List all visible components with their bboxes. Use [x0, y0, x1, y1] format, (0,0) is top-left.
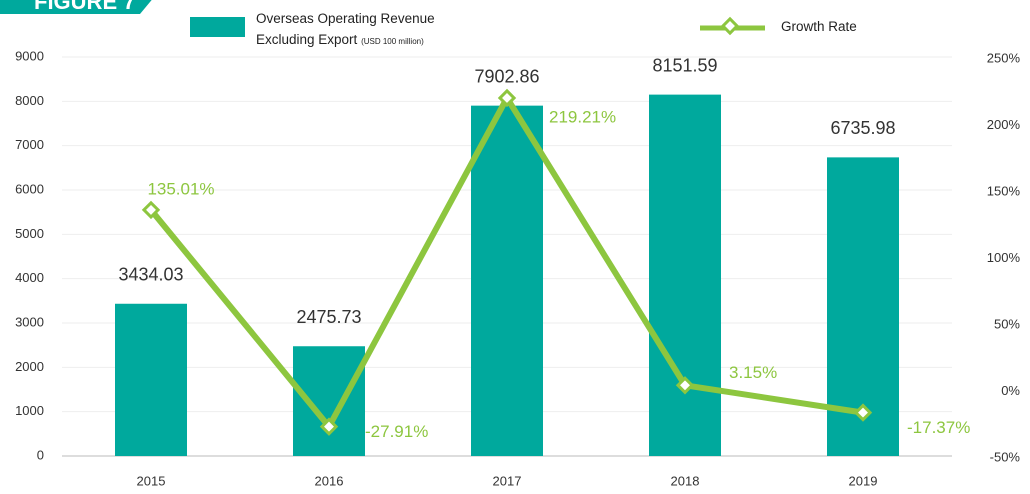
growth-label: -17.37%	[907, 418, 970, 437]
growth-marker	[319, 417, 339, 436]
y2-tick-label: 250%	[987, 50, 1021, 65]
bar	[115, 303, 187, 456]
y-tick-label: 4000	[15, 270, 44, 285]
x-tick-label: 2018	[671, 473, 700, 488]
growth-marker	[497, 88, 517, 108]
y2-tick-label: 150%	[987, 183, 1021, 198]
legend-entry: Growth Rate	[781, 19, 857, 34]
growth-label: 3.15%	[729, 363, 777, 382]
x-tick-label: 2019	[849, 473, 878, 488]
legend-label: Overseas Operating Revenue Excluding Exp…	[256, 11, 435, 47]
badge: FIGURE 7	[34, 0, 135, 14]
bar	[649, 94, 721, 456]
bar-label: 2475.73	[296, 307, 361, 327]
growth-label: 219.21%	[549, 107, 616, 126]
bar	[293, 346, 365, 456]
growth-marker	[675, 376, 695, 395]
y-tick-label: 0	[37, 447, 44, 462]
y-tick-label: 7000	[15, 137, 44, 152]
y2-tick-label: -50%	[990, 449, 1021, 464]
x-tick-label: 2015	[137, 473, 166, 488]
y-tick-label: 9000	[15, 48, 44, 63]
badge-bg	[0, 0, 152, 14]
legend-unit: (USD 100 million)	[361, 37, 424, 46]
bar-label: 6735.98	[830, 118, 895, 138]
y2-tick-label: 100%	[987, 250, 1021, 265]
bar-label: 3434.03	[118, 265, 183, 285]
legend-marker	[720, 16, 740, 36]
growth-marker	[141, 200, 161, 220]
y-tick-label: 2000	[15, 359, 44, 374]
y-tick-label: 5000	[15, 226, 44, 241]
y2-tick-label: 0%	[1001, 383, 1020, 398]
legend-entry: Overseas Operating Revenue Excluding Exp…	[256, 8, 456, 52]
legend-swatch	[190, 17, 245, 37]
bar-label: 8151.59	[652, 55, 717, 75]
bar-label: 7902.86	[474, 66, 539, 86]
x-tick-label: 2017	[493, 473, 522, 488]
legend-label: Growth Rate	[781, 19, 857, 34]
growth-marker	[853, 403, 873, 422]
x-tick-label: 2016	[315, 473, 344, 488]
y2-tick-label: 50%	[994, 316, 1020, 331]
bar	[471, 105, 543, 457]
growth-label: 135.01%	[147, 179, 214, 198]
growth-label: -27.91%	[365, 422, 428, 441]
y2-tick-label: 200%	[987, 117, 1021, 132]
y-tick-label: 3000	[15, 314, 44, 329]
y-tick-label: 6000	[15, 181, 44, 196]
y-tick-label: 1000	[15, 403, 44, 418]
y-tick-label: 8000	[15, 93, 44, 108]
